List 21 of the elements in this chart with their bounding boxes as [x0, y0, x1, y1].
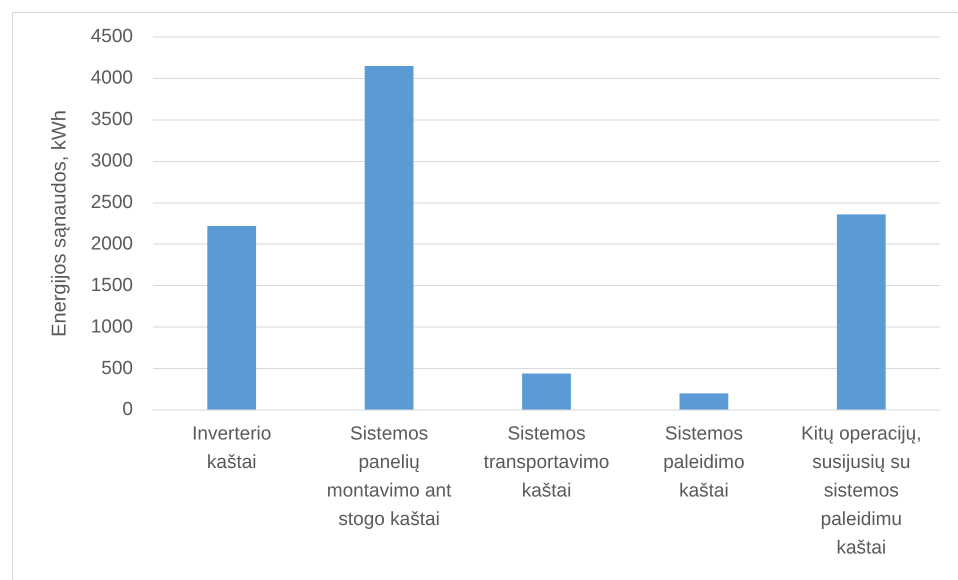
x-tick-label: Inverterio kaštai: [192, 423, 272, 473]
bar: [364, 66, 414, 410]
y-tick-label: 500: [101, 358, 133, 379]
y-tick-label: 4500: [90, 26, 133, 48]
y-tick-label: 4000: [90, 68, 133, 89]
y-tick-label: 1500: [90, 274, 133, 296]
y-tick-label: 1000: [90, 316, 133, 338]
y-tick-label: 2500: [90, 192, 133, 214]
bar: [680, 393, 728, 410]
y-tick-label: 3500: [90, 109, 133, 130]
bar: [836, 214, 886, 410]
x-tick-label: Sistemos transportavimo kaštai: [484, 423, 610, 502]
y-tick-label: 0: [122, 399, 133, 420]
x-tick-label: Kitų operacijų, susijusių su sistemos paleidimu kaštai: [801, 423, 922, 558]
y-tick-label: 2000: [90, 233, 133, 254]
y-axis-title: Energijos sąnaudos, kWh: [48, 110, 71, 337]
x-tick-label: Sistemos paleidimo kaštai: [663, 423, 745, 502]
bar: [207, 226, 256, 410]
bar: [522, 374, 571, 410]
x-tick-label: Sistemos panelių montavimo ant stogo kaštai: [326, 423, 452, 530]
y-tick-label: 3000: [90, 150, 133, 172]
